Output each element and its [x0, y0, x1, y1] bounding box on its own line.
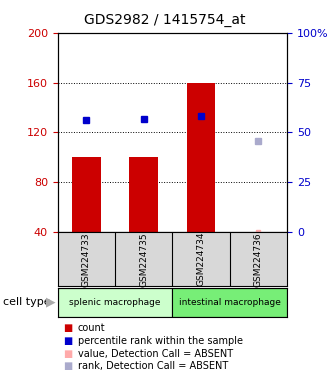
Text: cell type: cell type — [3, 297, 51, 307]
Text: ■: ■ — [63, 323, 72, 333]
Text: GSM224736: GSM224736 — [254, 232, 263, 286]
Bar — [187, 83, 215, 232]
Text: ■: ■ — [63, 349, 72, 359]
Bar — [58, 288, 173, 317]
Text: ▶: ▶ — [46, 296, 56, 309]
Bar — [173, 288, 287, 317]
Text: GSM224734: GSM224734 — [197, 232, 206, 286]
Text: rank, Detection Call = ABSENT: rank, Detection Call = ABSENT — [78, 361, 228, 371]
Text: percentile rank within the sample: percentile rank within the sample — [78, 336, 243, 346]
Text: ■: ■ — [63, 336, 72, 346]
Text: splenic macrophage: splenic macrophage — [69, 298, 161, 307]
Bar — [72, 157, 101, 232]
Text: GDS2982 / 1415754_at: GDS2982 / 1415754_at — [84, 13, 246, 27]
Text: GSM224735: GSM224735 — [139, 232, 148, 286]
Text: intestinal macrophage: intestinal macrophage — [179, 298, 281, 307]
Text: value, Detection Call = ABSENT: value, Detection Call = ABSENT — [78, 349, 233, 359]
Bar — [129, 157, 158, 232]
Text: count: count — [78, 323, 105, 333]
Text: GSM224733: GSM224733 — [82, 232, 91, 286]
Text: ■: ■ — [63, 361, 72, 371]
